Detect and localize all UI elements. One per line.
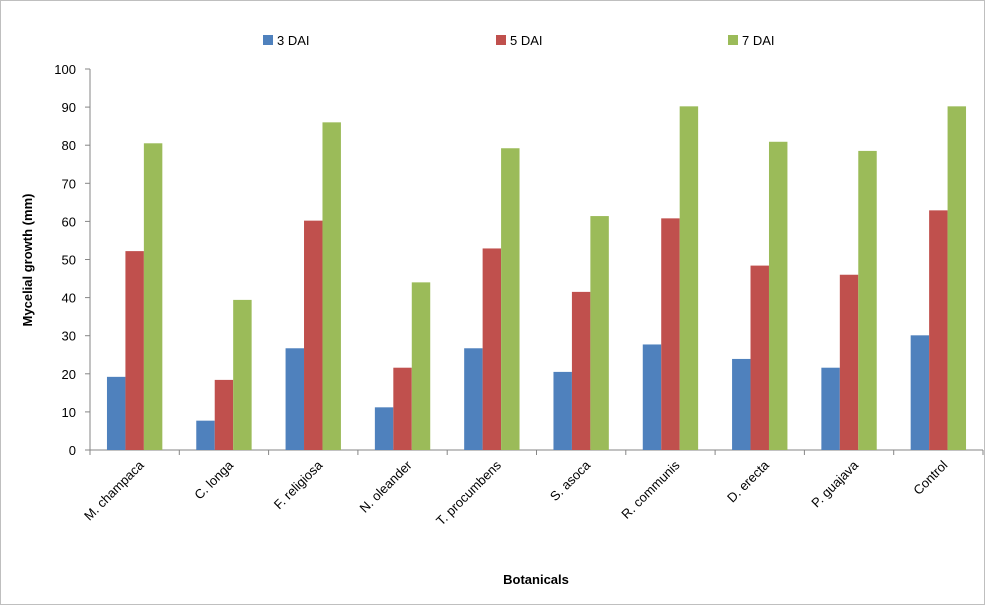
y-tick-label: 60 [62, 214, 76, 229]
x-tick-label: Control [910, 457, 950, 497]
x-tick-label: S. asoca [547, 457, 594, 504]
y-tick-label: 100 [54, 62, 76, 77]
bar-3-dai [196, 420, 215, 450]
x-axis: M. champaca C. longa F. religiosa N. oleand… [81, 449, 984, 528]
bar-5-dai [750, 265, 769, 450]
y-tick-label: 10 [62, 405, 76, 420]
x-tick-label: M. champaca [81, 457, 147, 523]
bar-7-dai [411, 282, 431, 450]
legend-label: 7 DAI [742, 33, 775, 48]
bar-3-dai [285, 348, 305, 450]
bar-5-dai [393, 367, 412, 450]
y-tick-label: 80 [62, 138, 76, 153]
bar-7-dai [233, 299, 252, 450]
legend: 3 DAI 5 DAI 7 DAI [263, 33, 775, 48]
bar-7-dai [679, 106, 699, 450]
x-tick-label: F. religiosa [271, 457, 326, 512]
y-tick-label: 70 [62, 176, 76, 191]
bar-7-dai [590, 216, 609, 450]
y-tick-label: 90 [62, 100, 76, 115]
y-tick-label: 0 [69, 443, 76, 458]
x-tick-label: N. oleander [357, 457, 416, 516]
bar-5-dai [125, 251, 144, 450]
legend-swatch [496, 35, 506, 45]
x-tick-label: R. communis [618, 457, 683, 522]
bar-7-dai [768, 141, 788, 450]
bar-7-dai [947, 106, 967, 450]
y-axis: 0 10 20 30 40 50 60 70 80 90 100 [54, 62, 91, 458]
bar-7-dai [322, 122, 341, 450]
bar-3-dai [642, 344, 662, 450]
legend-swatch [263, 35, 273, 45]
y-tick-label: 20 [62, 367, 76, 382]
x-tick-label: D. erecta [724, 457, 772, 505]
bar-5-dai [839, 274, 859, 450]
bar-7-dai [143, 143, 163, 451]
bar-5-dai [482, 248, 502, 450]
legend-swatch [728, 35, 738, 45]
legend-label: 5 DAI [510, 33, 543, 48]
x-tick-label: P. guajava [808, 457, 861, 510]
y-tick-label: 40 [62, 291, 76, 306]
x-tick-label: C. longa [191, 457, 236, 502]
y-axis-title: Mycelial growth (mm) [20, 194, 35, 327]
bar-3-dai [464, 348, 483, 450]
legend-label: 3 DAI [277, 33, 310, 48]
bars [106, 106, 967, 451]
bar-3-dai [821, 367, 840, 450]
bar-7-dai [501, 148, 520, 451]
bar-3-dai [106, 376, 126, 450]
bar-3-dai [732, 358, 751, 450]
bar-5-dai [929, 210, 948, 450]
bar-5-dai [571, 291, 591, 450]
bar-3-dai [910, 335, 930, 450]
x-tick-label: T. procumbens [433, 457, 504, 528]
y-tick-label: 50 [62, 253, 76, 268]
x-axis-title: Botanicals [503, 572, 569, 587]
bar-5-dai [214, 379, 234, 450]
bar-7-dai [858, 150, 877, 451]
bar-5-dai [661, 218, 680, 450]
bar-5-dai [304, 220, 323, 450]
bar-3-dai [553, 371, 572, 450]
bar-3-dai [374, 407, 394, 450]
y-tick-label: 30 [62, 329, 76, 344]
